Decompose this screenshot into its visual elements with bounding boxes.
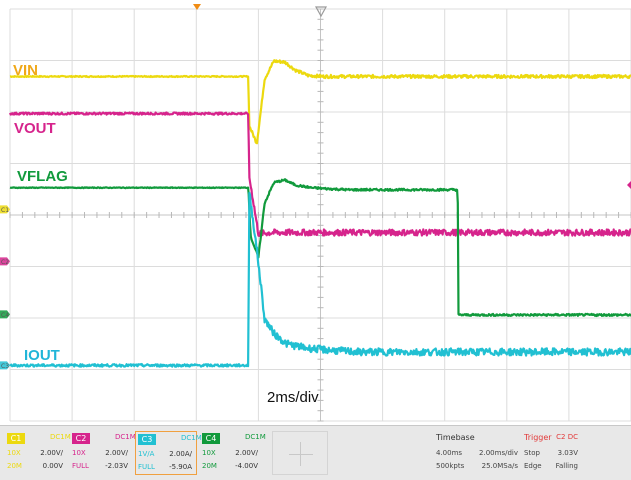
trigger-position-marker[interactable] [193, 4, 201, 10]
channel-badge: C3 [138, 434, 156, 445]
channel-scale: 2.00V/ [105, 449, 128, 457]
delay-marker[interactable] [314, 6, 328, 18]
svg-text:C1: C1 [1, 207, 9, 214]
channel-offset: -5.90A [169, 463, 192, 471]
ground-marker-c4[interactable]: C4 [0, 310, 10, 319]
trace-vin [9, 59, 631, 145]
channel-probe: 1V/A [138, 450, 155, 458]
channel-badge: C1 [7, 433, 25, 444]
svg-text:C4: C4 [1, 312, 9, 319]
channel-badge: C2 [72, 433, 90, 444]
vflag-label: VFLAG [17, 168, 68, 185]
oscilloscope-display: C1 C2 C4 C3 VIN VOUT VFLAG IOUT 2ms/div [0, 4, 631, 422]
channel-panel-c4[interactable]: C4 DC1M 10X 2.00V/20M -4.00V [200, 431, 266, 475]
timebase-delay: 4.00ms [436, 449, 463, 457]
channel-badge: C4 [202, 433, 220, 444]
channel-scale: 2.00V/ [40, 449, 63, 457]
channel-probe: 10X [72, 449, 86, 457]
channel-offset: -4.00V [235, 462, 258, 470]
trigger-title: Trigger [524, 433, 552, 442]
timebase-scale: 2.00ms/div [479, 449, 518, 457]
trigger-type: Edge [524, 462, 542, 470]
channel-offset: 0.00V [42, 462, 63, 470]
ground-marker-c3[interactable]: C3 [0, 361, 10, 370]
channel-bandwidth: 20M [202, 462, 217, 470]
vin-label: VIN [13, 62, 38, 79]
channel-scale: 2.00V/ [235, 449, 258, 457]
channel-bandwidth: FULL [138, 463, 155, 471]
trace-iout [9, 191, 631, 368]
channel-probe: 10X [7, 449, 21, 457]
channel-coupling: DC1M [181, 434, 202, 442]
timebase-rate: 25.0MSa/s [481, 462, 518, 470]
trace-vflag [9, 178, 631, 317]
plus-icon-bar [289, 454, 313, 455]
iout-label: IOUT [24, 347, 60, 364]
waveform-traces [8, 59, 631, 368]
channel-coupling: DC1M [50, 433, 71, 441]
channel-coupling: DC1M [245, 433, 266, 441]
add-channel-button[interactable] [272, 431, 328, 475]
trigger-source: C2 DC [556, 433, 578, 441]
channel-panel-c1[interactable]: C1 DC1M 10X 2.00V/20M 0.00V [5, 431, 71, 475]
trigger-level: 3.03V [557, 449, 578, 457]
channel-markers: C1 C2 C4 C3 [0, 205, 10, 370]
channel-bandwidth: FULL [72, 462, 89, 470]
svg-text:C2: C2 [1, 259, 9, 266]
timescale-label: 2ms/div [267, 389, 319, 406]
ground-marker-c2[interactable]: C2 [0, 257, 10, 266]
timebase-title: Timebase [436, 433, 475, 442]
channel-panel-c3[interactable]: C3 DC1M 1V/A 2.00A/FULL -5.90A [135, 431, 202, 475]
status-bar: C1 DC1M 10X 2.00V/20M 0.00V C2 DC1M 10X 2.00V/FU… [0, 425, 631, 480]
channel-offset: -2.03V [105, 462, 128, 470]
trace-vout [8, 111, 631, 237]
ground-marker-c1[interactable]: C1 [0, 205, 10, 214]
trigger-level-marker[interactable] [627, 181, 631, 189]
trigger-slope: Falling [555, 462, 578, 470]
channel-panel-c2[interactable]: C2 DC1M 10X 2.00V/FULL -2.03V [70, 431, 136, 475]
channel-bandwidth: 20M [7, 462, 22, 470]
vout-label: VOUT [14, 120, 56, 137]
svg-text:C3: C3 [1, 363, 9, 370]
timebase-points: 500kpts [436, 462, 465, 470]
trigger-mode: Stop [524, 449, 540, 457]
trigger-panel[interactable]: Trigger C2 DC Stop 3.03V Edge Falling [520, 431, 580, 475]
channel-probe: 10X [202, 449, 216, 457]
channel-coupling: DC1M [115, 433, 136, 441]
channel-scale: 2.00A/ [169, 450, 192, 458]
timebase-panel[interactable]: Timebase 4.00ms 2.00ms/div 500kpts 25.0M… [430, 431, 520, 475]
